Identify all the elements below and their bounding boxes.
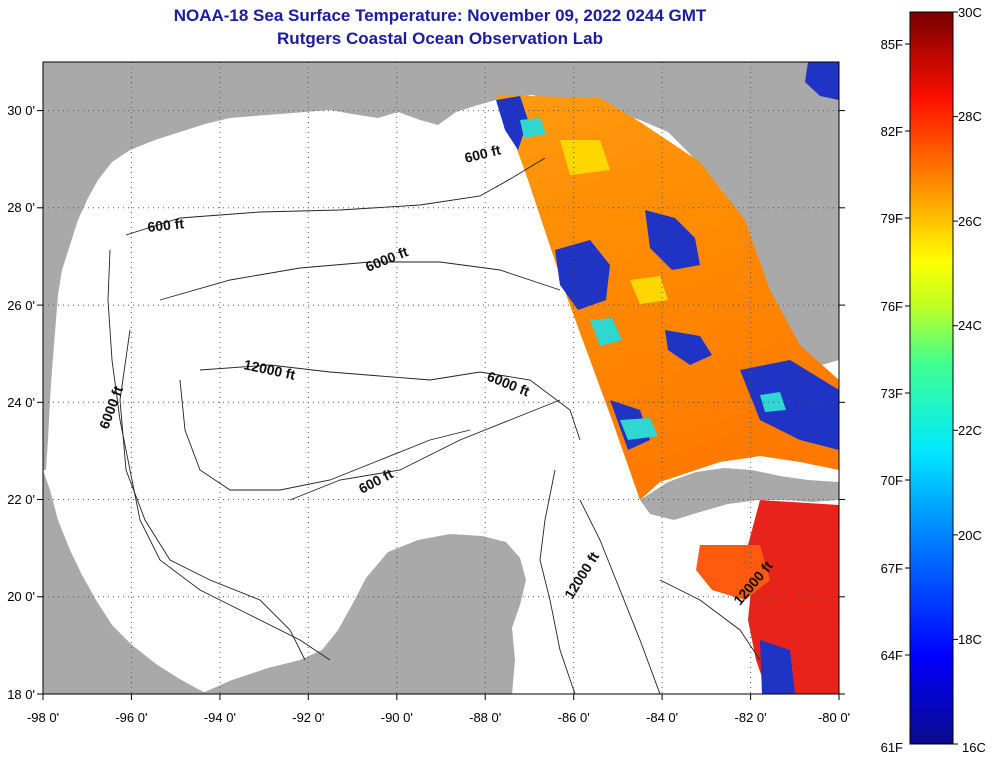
land-yucatan bbox=[200, 534, 526, 694]
lat-tick-label: 20 0' bbox=[7, 589, 35, 604]
sst-caribbean-cool bbox=[760, 640, 795, 694]
colorbar-f-label: 73F bbox=[881, 386, 903, 401]
map-area: 600 ft 600 ft 6000 ft 12000 ft 6000 ft 6… bbox=[43, 62, 839, 694]
lon-tick-label: -92 0' bbox=[292, 710, 324, 725]
sst-yellow-patches bbox=[560, 140, 668, 304]
colorbar-c-label: 22C bbox=[958, 423, 982, 438]
colorbar-c-label: 20C bbox=[958, 528, 982, 543]
lat-tick-label: 18 0' bbox=[7, 687, 35, 702]
lon-tick-label: -82 0' bbox=[735, 710, 767, 725]
lon-tick-label: -98 0' bbox=[27, 710, 59, 725]
colorbar-f-label: 64F bbox=[881, 648, 903, 663]
colorbar-ticks bbox=[905, 11, 958, 745]
colorbar-c-label: 28C bbox=[958, 109, 982, 124]
colorbar-f-label: 85F bbox=[881, 37, 903, 52]
land-florida bbox=[764, 62, 839, 366]
lon-tick-label: -84 0' bbox=[646, 710, 678, 725]
lon-tick-label: -90 0' bbox=[381, 710, 413, 725]
lon-tick-label: -88 0' bbox=[469, 710, 501, 725]
lat-tick-label: 30 0' bbox=[7, 103, 35, 118]
lat-tick-label: 24 0' bbox=[7, 395, 35, 410]
sst-cool-patches bbox=[496, 62, 839, 450]
map-frame bbox=[42, 61, 840, 695]
colorbar-c-label: 24C bbox=[958, 318, 982, 333]
colorbar-c-label: 26C bbox=[958, 214, 982, 229]
colorbar-c-label: 18C bbox=[958, 632, 982, 647]
land-mexico bbox=[43, 470, 208, 694]
lon-tick-label: -96 0' bbox=[115, 710, 147, 725]
bathymetry-contours bbox=[107, 157, 761, 694]
land-cuba bbox=[640, 468, 839, 520]
map-subtitle: Rutgers Coastal Ocean Observation Lab bbox=[277, 29, 603, 48]
colorbar-c-label: 30C bbox=[958, 5, 982, 20]
axis-ticks bbox=[37, 110, 845, 700]
colorbar-f-label: 61F bbox=[881, 740, 903, 755]
colorbar-f-label: 76F bbox=[881, 299, 903, 314]
land-us-coast bbox=[43, 62, 839, 470]
colorbar-c-label: 16C bbox=[962, 740, 986, 755]
colorbar-f-label: 82F bbox=[881, 124, 903, 139]
sst-cyan-patches bbox=[520, 118, 786, 440]
colorbar-f-label: 70F bbox=[881, 473, 903, 488]
map-title: NOAA-18 Sea Surface Temperature: Novembe… bbox=[173, 6, 707, 25]
contour-label: 600 ft bbox=[147, 215, 185, 235]
lat-tick-label: 28 0' bbox=[7, 200, 35, 215]
lon-tick-label: -80 0' bbox=[818, 710, 850, 725]
graticule bbox=[43, 62, 839, 694]
colorbar-f-label: 67F bbox=[881, 561, 903, 576]
lon-tick-label: -94 0' bbox=[204, 710, 236, 725]
lat-tick-label: 26 0' bbox=[7, 298, 35, 313]
sst-caribbean-patches bbox=[696, 545, 770, 600]
colorbar-f-label: 79F bbox=[881, 211, 903, 226]
colorbar bbox=[909, 11, 954, 745]
lon-tick-label: -86 0' bbox=[558, 710, 590, 725]
lat-tick-label: 22 0' bbox=[7, 492, 35, 507]
